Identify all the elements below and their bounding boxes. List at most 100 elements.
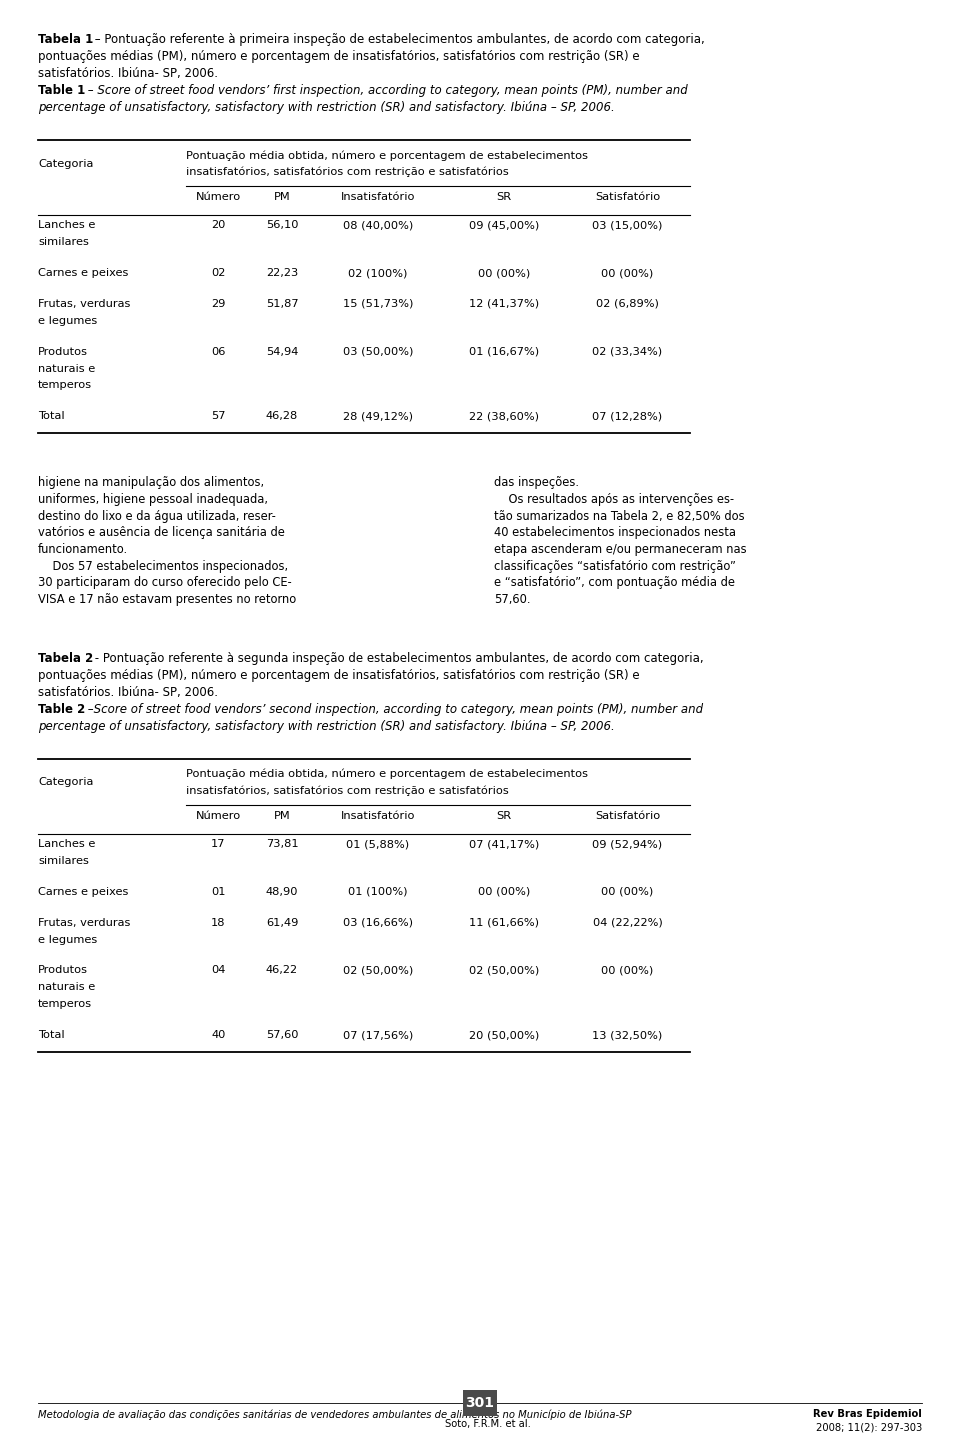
Text: 01 (5,88%): 01 (5,88%) [347,839,410,849]
Text: 13 (32,50%): 13 (32,50%) [592,1030,662,1040]
Text: 06: 06 [211,347,226,357]
Text: Soto, F.R.M. et al.: Soto, F.R.M. et al. [444,1419,531,1429]
Text: 17: 17 [211,839,226,849]
Text: Carnes e peixes: Carnes e peixes [38,268,129,278]
Text: 03 (15,00%): 03 (15,00%) [592,220,662,230]
Text: Tabela 1: Tabela 1 [38,33,93,46]
Text: 22,23: 22,23 [266,268,299,278]
Text: 61,49: 61,49 [266,918,299,928]
Text: 04: 04 [211,966,226,976]
Text: 46,28: 46,28 [266,412,299,422]
Text: 57,60.: 57,60. [494,593,531,606]
Text: Rev Bras Epidemiol: Rev Bras Epidemiol [813,1409,922,1419]
Text: 2008; 11(2): 297-303: 2008; 11(2): 297-303 [816,1423,922,1433]
Text: e legumes: e legumes [38,935,97,944]
Text: 57: 57 [211,412,226,422]
Text: higiene na manipulação dos alimentos,: higiene na manipulação dos alimentos, [38,476,264,489]
Text: destino do lixo e da água utilizada, reser-: destino do lixo e da água utilizada, res… [38,509,276,522]
Text: 01 (100%): 01 (100%) [348,886,408,896]
Text: Tabela 2: Tabela 2 [38,652,93,665]
Text: 02 (50,00%): 02 (50,00%) [468,966,540,976]
Text: 09 (45,00%): 09 (45,00%) [468,220,540,230]
Text: VISA e 17 não estavam presentes no retorno: VISA e 17 não estavam presentes no retor… [38,593,297,606]
Text: 02 (33,34%): 02 (33,34%) [592,347,662,357]
Text: percentage of unsatisfactory, satisfactory with restriction (SR) and satisfactor: percentage of unsatisfactory, satisfacto… [38,101,614,114]
Text: 11 (61,66%): 11 (61,66%) [469,918,539,928]
Text: 07 (12,28%): 07 (12,28%) [592,412,662,422]
Text: das inspeções.: das inspeções. [494,476,579,489]
Text: 03 (50,00%): 03 (50,00%) [343,347,413,357]
Text: Produtos: Produtos [38,347,88,357]
Text: 00 (00%): 00 (00%) [601,268,654,278]
Text: SR: SR [496,191,512,201]
Text: 00 (00%): 00 (00%) [601,966,654,976]
Text: similares: similares [38,237,89,248]
Text: 09 (52,94%): 09 (52,94%) [592,839,662,849]
Text: 54,94: 54,94 [266,347,299,357]
Text: Carnes e peixes: Carnes e peixes [38,886,129,896]
Text: classificações “satisfatório com restrição”: classificações “satisfatório com restriç… [494,560,736,573]
Text: 30 participaram do curso oferecido pelo CE-: 30 participaram do curso oferecido pelo … [38,577,292,590]
Text: tão sumarizados na Tabela 2, e 82,50% dos: tão sumarizados na Tabela 2, e 82,50% do… [494,509,745,522]
Text: 40: 40 [211,1030,226,1040]
Text: insatisfatórios, satisfatórios com restrição e satisfatórios: insatisfatórios, satisfatórios com restr… [186,786,509,796]
Text: pontuações médias (PM), número e porcentagem de insatisfatórios, satisfatórios c: pontuações médias (PM), número e porcent… [38,669,639,682]
Text: similares: similares [38,856,89,866]
Text: 29: 29 [211,299,226,309]
Text: 40 estabelecimentos inspecionados nesta: 40 estabelecimentos inspecionados nesta [494,527,736,540]
Text: etapa ascenderam e/ou permaneceram nas: etapa ascenderam e/ou permaneceram nas [494,543,747,555]
Text: –Score of street food vendors’ second inspection, according to category, mean po: –Score of street food vendors’ second in… [84,702,704,715]
Text: 73,81: 73,81 [266,839,299,849]
Text: 08 (40,00%): 08 (40,00%) [343,220,413,230]
Text: Total: Total [38,1030,64,1040]
Text: 04 (22,22%): 04 (22,22%) [592,918,662,928]
Text: 22 (38,60%): 22 (38,60%) [469,412,539,422]
Text: 46,22: 46,22 [266,966,298,976]
Text: – Pontuação referente à primeira inspeção de estabelecimentos ambulantes, de aco: – Pontuação referente à primeira inspeçã… [91,33,705,46]
Text: Lanches e: Lanches e [38,220,95,230]
Text: Produtos: Produtos [38,966,88,976]
Text: Insatisfatório: Insatisfatório [341,810,416,820]
Text: 02 (6,89%): 02 (6,89%) [596,299,659,309]
Text: 02 (100%): 02 (100%) [348,268,408,278]
Text: Categoria: Categoria [38,158,93,168]
Text: e legumes: e legumes [38,315,97,325]
Text: Total: Total [38,412,64,422]
Text: 07 (41,17%): 07 (41,17%) [468,839,540,849]
Text: Frutas, verduras: Frutas, verduras [38,299,131,309]
Text: Pontuação média obtida, número e porcentagem de estabelecimentos: Pontuação média obtida, número e porcent… [186,150,588,161]
Text: pontuações médias (PM), número e porcentagem de insatisfatórios, satisfatórios c: pontuações médias (PM), número e porcent… [38,50,639,63]
Text: Table 1: Table 1 [38,83,85,96]
Text: 18: 18 [211,918,226,928]
Text: 12 (41,37%): 12 (41,37%) [468,299,540,309]
Text: 00 (00%): 00 (00%) [478,886,530,896]
Text: 02 (50,00%): 02 (50,00%) [343,966,413,976]
Text: Número: Número [196,191,241,201]
Text: temperos: temperos [38,380,92,390]
Text: 56,10: 56,10 [266,220,299,230]
Text: Categoria: Categoria [38,777,93,787]
Text: Satisfatório: Satisfatório [595,191,660,201]
Text: 02: 02 [211,268,226,278]
Text: satisfatórios. Ibiúna- SP, 2006.: satisfatórios. Ibiúna- SP, 2006. [38,68,218,81]
Text: 48,90: 48,90 [266,886,299,896]
Text: Lanches e: Lanches e [38,839,95,849]
Text: 57,60: 57,60 [266,1030,299,1040]
Text: naturais e: naturais e [38,364,95,374]
Text: 00 (00%): 00 (00%) [601,886,654,896]
Text: uniformes, higiene pessoal inadequada,: uniformes, higiene pessoal inadequada, [38,492,268,507]
Text: Frutas, verduras: Frutas, verduras [38,918,131,928]
Text: Pontuação média obtida, número e porcentagem de estabelecimentos: Pontuação média obtida, número e porcent… [186,768,588,780]
Text: insatisfatórios, satisfatórios com restrição e satisfatórios: insatisfatórios, satisfatórios com restr… [186,167,509,177]
Text: Satisfatório: Satisfatório [595,810,660,820]
Text: - Pontuação referente à segunda inspeção de estabelecimentos ambulantes, de acor: - Pontuação referente à segunda inspeção… [91,652,704,665]
Text: percentage of unsatisfactory, satisfactory with restriction (SR) and satisfactor: percentage of unsatisfactory, satisfacto… [38,720,614,732]
Text: Table 2: Table 2 [38,702,85,715]
Text: satisfatórios. Ibiúna- SP, 2006.: satisfatórios. Ibiúna- SP, 2006. [38,686,218,699]
Text: 07 (17,56%): 07 (17,56%) [343,1030,413,1040]
Text: 01 (16,67%): 01 (16,67%) [468,347,540,357]
Text: 301: 301 [466,1396,494,1410]
Text: Metodologia de avaliação das condições sanitárias de vendedores ambulantes de al: Metodologia de avaliação das condições s… [38,1409,632,1419]
Text: Insatisfatório: Insatisfatório [341,191,416,201]
Text: – Score of street food vendors’ first inspection, according to category, mean po: – Score of street food vendors’ first in… [84,83,688,96]
